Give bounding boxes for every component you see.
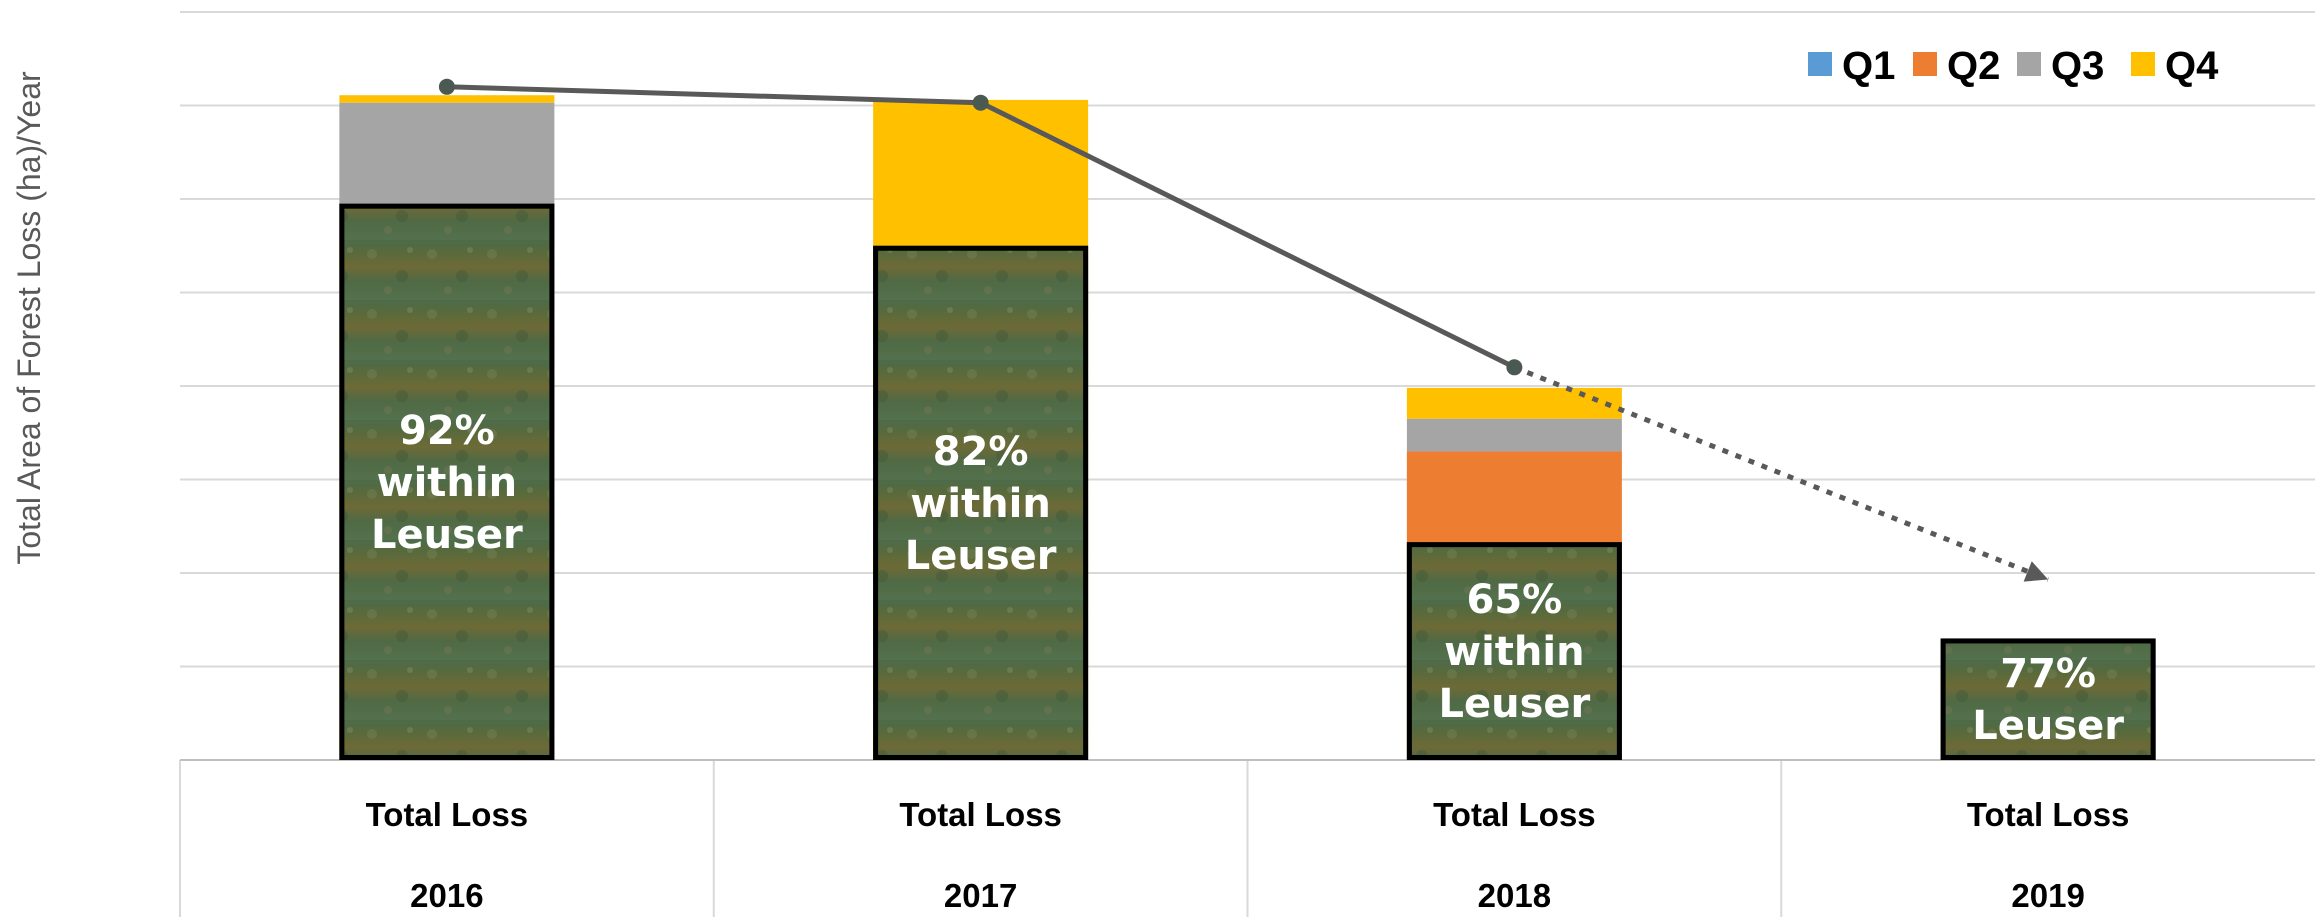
legend-swatch-q3: [2017, 52, 2041, 76]
leuser-label: 77%: [2000, 651, 2096, 697]
category-year: 2016: [410, 877, 483, 914]
bar-segment-q4: [873, 99, 1089, 246]
category-year: 2018: [1478, 877, 1551, 914]
trend-point: [438, 78, 455, 95]
leuser-label: Leuser: [1972, 703, 2124, 749]
leuser-box: [873, 245, 1089, 760]
bars: 92% within Leuser 82% within Leuser 65% within L…: [339, 95, 2156, 761]
leuser-label: Leuser: [371, 512, 523, 558]
leuser-box: [339, 203, 555, 761]
category-year: 2019: [2011, 877, 2084, 914]
legend-swatch-q2: [1913, 52, 1937, 76]
leuser-box: [1940, 638, 2156, 761]
leuser-box: [1406, 542, 1622, 761]
bar-segment-q4: [339, 95, 555, 103]
legend-label-q2: Q2: [1947, 44, 2000, 88]
category-label: Total Loss: [1967, 796, 2130, 833]
legend-label-q1: Q1: [1842, 44, 1895, 88]
trend-segment: [979, 100, 1516, 370]
trend-arrowhead: [2023, 561, 2049, 582]
leuser-label: Leuser: [905, 533, 1057, 579]
category-year: 2017: [944, 877, 1017, 914]
leuser-label: Leuser: [1438, 681, 1590, 727]
category-label: Total Loss: [1433, 796, 1596, 833]
leuser-label: within: [910, 481, 1050, 527]
y-axis-label: Total Area of Forest Loss (ha)/Year: [11, 71, 47, 565]
trend-segment: [446, 84, 981, 106]
legend-label-q4: Q4: [2165, 44, 2219, 88]
leuser-imagery: [1940, 638, 2156, 760]
leuser-imagery: [1406, 542, 1622, 760]
bar-segment-q4: [1406, 387, 1622, 419]
bar-segment-q3: [1406, 418, 1622, 452]
legend-label-q3: Q3: [2051, 44, 2104, 88]
leuser-label: within: [1444, 629, 1584, 675]
legend-swatch-q4: [2131, 52, 2155, 76]
trend-point: [1506, 359, 1523, 376]
bar-segment-q3: [339, 102, 555, 204]
trend-line: [438, 78, 2050, 582]
legend: Q1 Q2 Q3 Q4: [1808, 44, 2219, 88]
leuser-label: 65%: [1467, 577, 1563, 623]
leuser-imagery: [339, 203, 555, 761]
axes: [179, 759, 2315, 917]
legend-swatch-q1: [1808, 52, 1832, 76]
trend-segment-projected: [1513, 364, 2050, 582]
trend-point: [972, 94, 989, 111]
leuser-label: within: [377, 460, 517, 506]
leuser-imagery: [873, 245, 1089, 760]
leuser-label: 92%: [399, 408, 495, 454]
category-label: Total Loss: [366, 796, 529, 833]
leuser-label: 82%: [933, 429, 1029, 475]
category-axis-labels: Total Loss 2016 Total Loss 2017 Total Loss 20…: [366, 796, 2130, 914]
category-label: Total Loss: [899, 796, 1062, 833]
